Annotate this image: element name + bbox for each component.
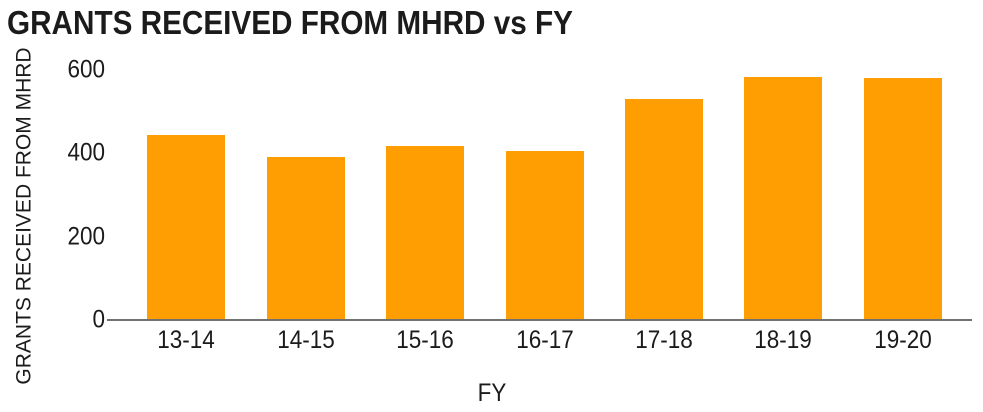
y-tick-label: 600 [67,55,105,84]
bar-15-16 [386,145,465,319]
bar-16-17 [505,151,584,319]
y-tick-label: 400 [67,138,105,167]
x-tick-label: 14-15 [276,326,335,354]
x-tick-label: 13-14 [157,326,216,354]
y-tick-label: 0 [92,305,105,334]
bar-13-14 [147,134,226,319]
x-tick-label: 15-16 [396,326,454,354]
x-axis-title-text: FY [477,379,506,407]
bar-17-18 [624,99,703,319]
x-tick-label: 19-20 [873,326,932,354]
bar-18-19 [744,76,823,319]
y-tick-label: 200 [67,222,105,251]
x-tick-label: 18-19 [754,326,813,354]
y-axis-title: GRANTS RECEIVED FROM MHRD [12,47,36,385]
x-tick-label: 16-17 [515,326,574,354]
chart-title: GRANTS RECEIVED FROM MHRD vs FY [7,4,574,41]
x-axis-line [107,319,972,321]
x-tick-label: 17-18 [635,326,693,354]
bar-19-20 [863,78,942,319]
bar-14-15 [266,156,345,319]
x-axis-title: FY [0,381,983,406]
